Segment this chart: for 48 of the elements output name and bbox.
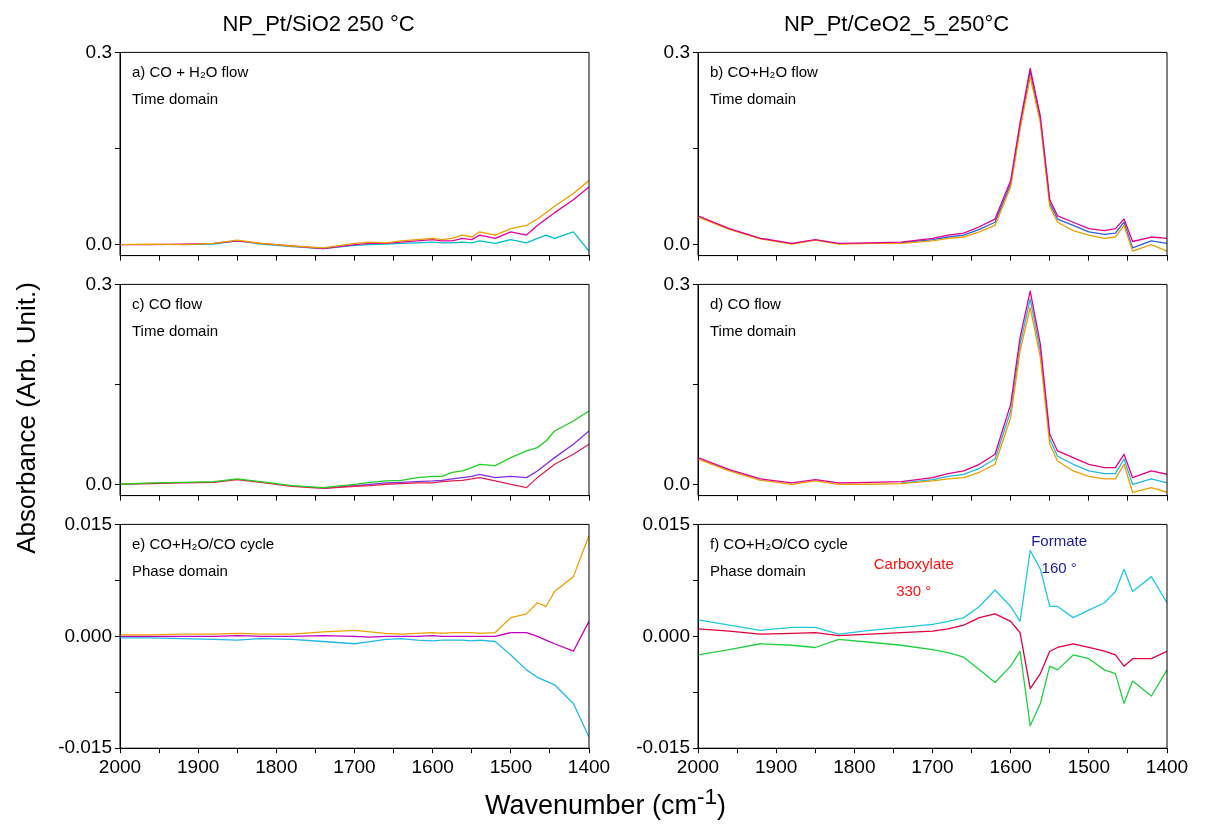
annotation: b) CO+H₂O flow bbox=[710, 62, 819, 80]
x-tick-label: 1400 bbox=[567, 755, 611, 777]
x-tick-label: 1700 bbox=[333, 755, 376, 777]
y-tick-label: 0.0 bbox=[663, 232, 690, 254]
annotation: 160 ° bbox=[1041, 559, 1077, 577]
annotation: e) CO+H₂O/CO cycle bbox=[132, 534, 275, 552]
annotation: Time domain bbox=[132, 321, 219, 339]
annotation: f) CO+H₂O/CO cycle bbox=[710, 534, 848, 552]
y-tick-label: 0.3 bbox=[663, 272, 690, 294]
annotation: a) CO + H₂O flow bbox=[132, 62, 249, 80]
annotation: Formate bbox=[1031, 532, 1088, 550]
x-tick-label: 1700 bbox=[911, 755, 954, 777]
annotation: Time domain bbox=[132, 89, 219, 107]
annotation: Carboxylate bbox=[873, 554, 954, 572]
annotation: 330 ° bbox=[896, 581, 932, 599]
y-axis-title: Absorbance (Arb. Unit.) bbox=[10, 282, 42, 554]
y-tick-label: 0.0 bbox=[85, 472, 112, 494]
annotation: Phase domain bbox=[132, 561, 228, 579]
y-tick-label: -0.015 bbox=[636, 736, 690, 758]
x-axis-title: Wavenumber (cm$^{-1}$) bbox=[483, 784, 728, 821]
chart-title: NP_Pt/CeO2_5_250°C bbox=[783, 11, 1010, 37]
y-tick-label: 0.3 bbox=[85, 40, 112, 62]
annotation: Time domain bbox=[710, 321, 797, 339]
x-tick-label: 2000 bbox=[98, 755, 142, 777]
annotation: Time domain bbox=[710, 89, 797, 107]
annotation: d) CO flow bbox=[710, 294, 782, 312]
chart-title: NP_Pt/SiO2 250 °C bbox=[222, 11, 415, 37]
x-tick-label: 1900 bbox=[755, 755, 798, 777]
y-tick-label: 0.000 bbox=[64, 624, 112, 646]
x-tick-label: 1800 bbox=[833, 755, 876, 777]
x-tick-label: 1500 bbox=[1067, 755, 1110, 777]
x-tick-label: 1800 bbox=[255, 755, 298, 777]
y-tick-label: 0.015 bbox=[64, 512, 112, 534]
y-tick-label: 0.0 bbox=[85, 232, 112, 254]
y-tick-label: 0.0 bbox=[663, 472, 690, 494]
y-tick-label: 0.015 bbox=[642, 512, 690, 534]
annotation: Phase domain bbox=[710, 561, 806, 579]
annotation: c) CO flow bbox=[132, 294, 203, 312]
x-tick-label: 1900 bbox=[177, 755, 220, 777]
y-tick-label: -0.015 bbox=[58, 736, 112, 758]
x-tick-label: 1500 bbox=[489, 755, 532, 777]
x-tick-label: 1400 bbox=[1145, 755, 1189, 777]
x-tick-label: 1600 bbox=[989, 755, 1032, 777]
x-tick-label: 1600 bbox=[411, 755, 454, 777]
y-tick-label: 0.000 bbox=[642, 624, 690, 646]
x-tick-label: 2000 bbox=[676, 755, 720, 777]
y-tick-label: 0.3 bbox=[85, 272, 112, 294]
y-tick-label: 0.3 bbox=[663, 40, 690, 62]
